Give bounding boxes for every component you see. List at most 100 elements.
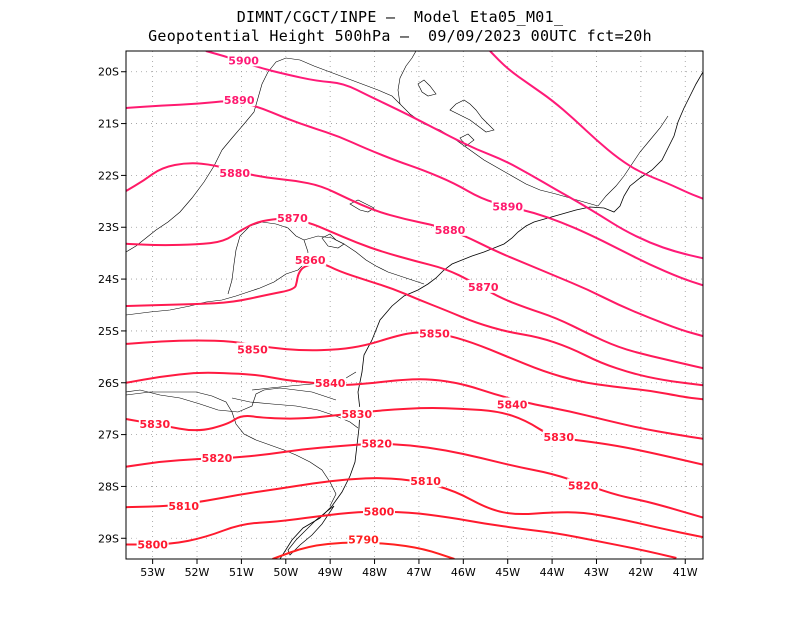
- reservoir-4: [321, 233, 345, 249]
- contour-label-bg: [409, 474, 442, 488]
- contour-label-bg: [467, 279, 500, 293]
- border-argentina: [126, 387, 337, 413]
- contour-label-5820: 5820: [361, 437, 392, 450]
- contour-label-bg: [434, 222, 467, 236]
- axis-ticks: 53W 52W 51W 50W 49W 48W 47W 46W 45W 44W 43W 42W 41W 2…: [98, 66, 698, 579]
- contour-label-bg: [314, 375, 347, 389]
- border-uruguay: [126, 391, 337, 507]
- x-tick-label: 51W: [229, 566, 254, 579]
- x-tick-label: 53W: [140, 566, 165, 579]
- contour-label-bg: [491, 199, 524, 213]
- contour-label-5880: 5880: [219, 167, 250, 180]
- border-ms-parana-river: [126, 149, 223, 253]
- contour-label-bg: [294, 252, 327, 266]
- contour-label-5850: 5850: [419, 328, 450, 341]
- reservoir-2: [417, 79, 437, 97]
- x-tick-label: 48W: [362, 566, 387, 579]
- contour-label-bg: [362, 504, 395, 518]
- x-tick-label: 47W: [407, 566, 432, 579]
- contour-line-5870: [126, 217, 703, 370]
- contour-label-5890: 5890: [492, 201, 523, 214]
- contour-label-5820: 5820: [568, 479, 599, 492]
- contour-line-5900: [205, 51, 703, 260]
- contour-line-5810: [126, 477, 703, 539]
- contour-label-5880: 5880: [435, 224, 466, 237]
- x-tick-label: 49W: [318, 566, 343, 579]
- contour-label-5870: 5870: [277, 212, 308, 225]
- contour-label-bg: [340, 406, 373, 420]
- contour-label-bg: [276, 210, 309, 224]
- y-tick-label: 26S: [98, 377, 119, 390]
- contour-label-5900: 5900: [228, 54, 259, 67]
- contour-label-bg: [567, 478, 600, 492]
- contour-label-bg: [223, 93, 256, 107]
- contour-line-5900: [489, 51, 703, 200]
- coastline: [279, 71, 703, 559]
- contour-label-bg: [167, 499, 200, 513]
- graticule: [126, 51, 703, 559]
- contour-label-5810: 5810: [168, 500, 199, 513]
- y-tick-label: 23S: [98, 221, 119, 234]
- contour-label-5850: 5850: [237, 344, 268, 357]
- x-tick-label: 46W: [451, 566, 476, 579]
- border-ms-sp: [221, 57, 401, 151]
- contour-label-bg: [136, 537, 169, 551]
- contour-line-5880: [126, 162, 703, 338]
- contour-label-bg: [200, 450, 233, 464]
- y-tick-label: 25S: [98, 325, 119, 338]
- contour-label-5870: 5870: [468, 281, 499, 294]
- contour-label-bg: [218, 165, 251, 179]
- contour-label-bg: [227, 53, 260, 67]
- y-tick-label: 22S: [98, 169, 119, 182]
- x-tick-label: 52W: [185, 566, 210, 579]
- contour-label-5830: 5830: [543, 431, 574, 444]
- border-mg-sp: [399, 103, 599, 207]
- contour-line-5850: [126, 331, 703, 401]
- contour-label-5800: 5800: [137, 538, 168, 551]
- contour-label-bg: [542, 430, 575, 444]
- y-tick-label: 24S: [98, 273, 119, 286]
- lagoon: [287, 505, 335, 556]
- y-tick-label: 20S: [98, 66, 119, 79]
- contour-label-bg: [236, 342, 269, 356]
- x-tick-label: 41W: [673, 566, 698, 579]
- contour-line-5840: [126, 371, 703, 440]
- border-mg-north: [397, 51, 417, 105]
- contour-label-5830: 5830: [341, 408, 372, 421]
- x-tick-label: 50W: [273, 566, 298, 579]
- border-ms-pr: [227, 221, 305, 295]
- contour-label-bg: [138, 417, 171, 431]
- contour-label-5800: 5800: [364, 505, 395, 518]
- x-tick-label: 42W: [628, 566, 653, 579]
- contour-label-5830: 5830: [140, 418, 171, 431]
- contour-line-5860: [126, 262, 703, 387]
- y-tick-label: 21S: [98, 118, 119, 131]
- contour-label-5840: 5840: [315, 377, 346, 390]
- border-sc-rs: [231, 397, 359, 429]
- contour-label-5890: 5890: [224, 94, 255, 107]
- contour-label-bg: [496, 397, 529, 411]
- contour-label-5840: 5840: [497, 399, 528, 412]
- plot-frame: [125, 50, 704, 560]
- contour-line-5800: [126, 510, 677, 559]
- contour-label-5790: 5790: [348, 533, 379, 546]
- y-tick-label: 27S: [98, 429, 119, 442]
- contour-label-bg: [347, 532, 380, 546]
- x-tick-label: 45W: [495, 566, 520, 579]
- border-mg-rj-es: [597, 115, 669, 207]
- y-tick-label: 28S: [98, 480, 119, 493]
- contour-label-5860: 5860: [295, 254, 326, 267]
- x-tick-label: 44W: [540, 566, 565, 579]
- contour-labels: 5790 5800 5800 5810 5810 5820 5820 5820 5830 5830…: [136, 53, 600, 551]
- reservoir-3: [349, 199, 375, 213]
- title-line-1: DIMNT/CGCT/INPE – Model Eta05_M01_: [236, 8, 564, 26]
- contour-label-bg: [360, 436, 393, 450]
- title-line-2: Geopotential Height 500hPa – 09/09/2023 …: [148, 27, 652, 45]
- contour-label-5820: 5820: [202, 452, 233, 465]
- y-tick-label: 29S: [98, 532, 119, 545]
- contour-label-5810: 5810: [410, 475, 441, 488]
- contour-line-5890: [126, 100, 703, 287]
- x-tick-label: 43W: [584, 566, 609, 579]
